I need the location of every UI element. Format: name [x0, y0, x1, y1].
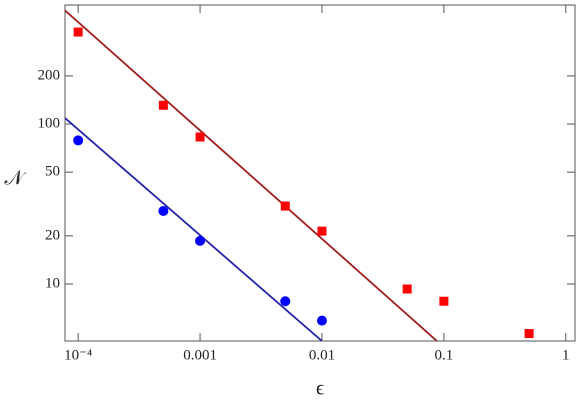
point	[158, 100, 168, 110]
y-tick-label: 100	[38, 115, 61, 131]
fit-line	[65, 9, 438, 341]
y-axis-label: 𝒩	[4, 168, 26, 190]
point	[73, 135, 84, 146]
x-tick-label: 0.1	[435, 347, 454, 363]
x-axis-label: ϵ	[316, 378, 324, 400]
x-tick-label: 0.001	[183, 347, 217, 363]
x-tick-label: 0.01	[309, 347, 335, 363]
point	[316, 315, 327, 326]
point	[280, 201, 290, 211]
fit-line	[65, 117, 323, 341]
x-tick-label: 10⁻⁴	[64, 347, 92, 363]
point	[195, 235, 206, 246]
point	[158, 205, 169, 216]
plot-frame	[64, 4, 576, 342]
point	[524, 329, 534, 339]
y-tick-label: 50	[45, 164, 60, 180]
point	[439, 296, 449, 306]
y-tick-label: 10	[45, 275, 60, 291]
point	[73, 27, 83, 37]
point	[402, 284, 412, 294]
y-tick-label: 20	[45, 227, 60, 243]
point	[195, 132, 205, 142]
y-tick-label: 200	[38, 67, 61, 83]
x-tick-label: 1	[562, 347, 570, 363]
point	[317, 226, 327, 236]
point	[280, 296, 291, 307]
